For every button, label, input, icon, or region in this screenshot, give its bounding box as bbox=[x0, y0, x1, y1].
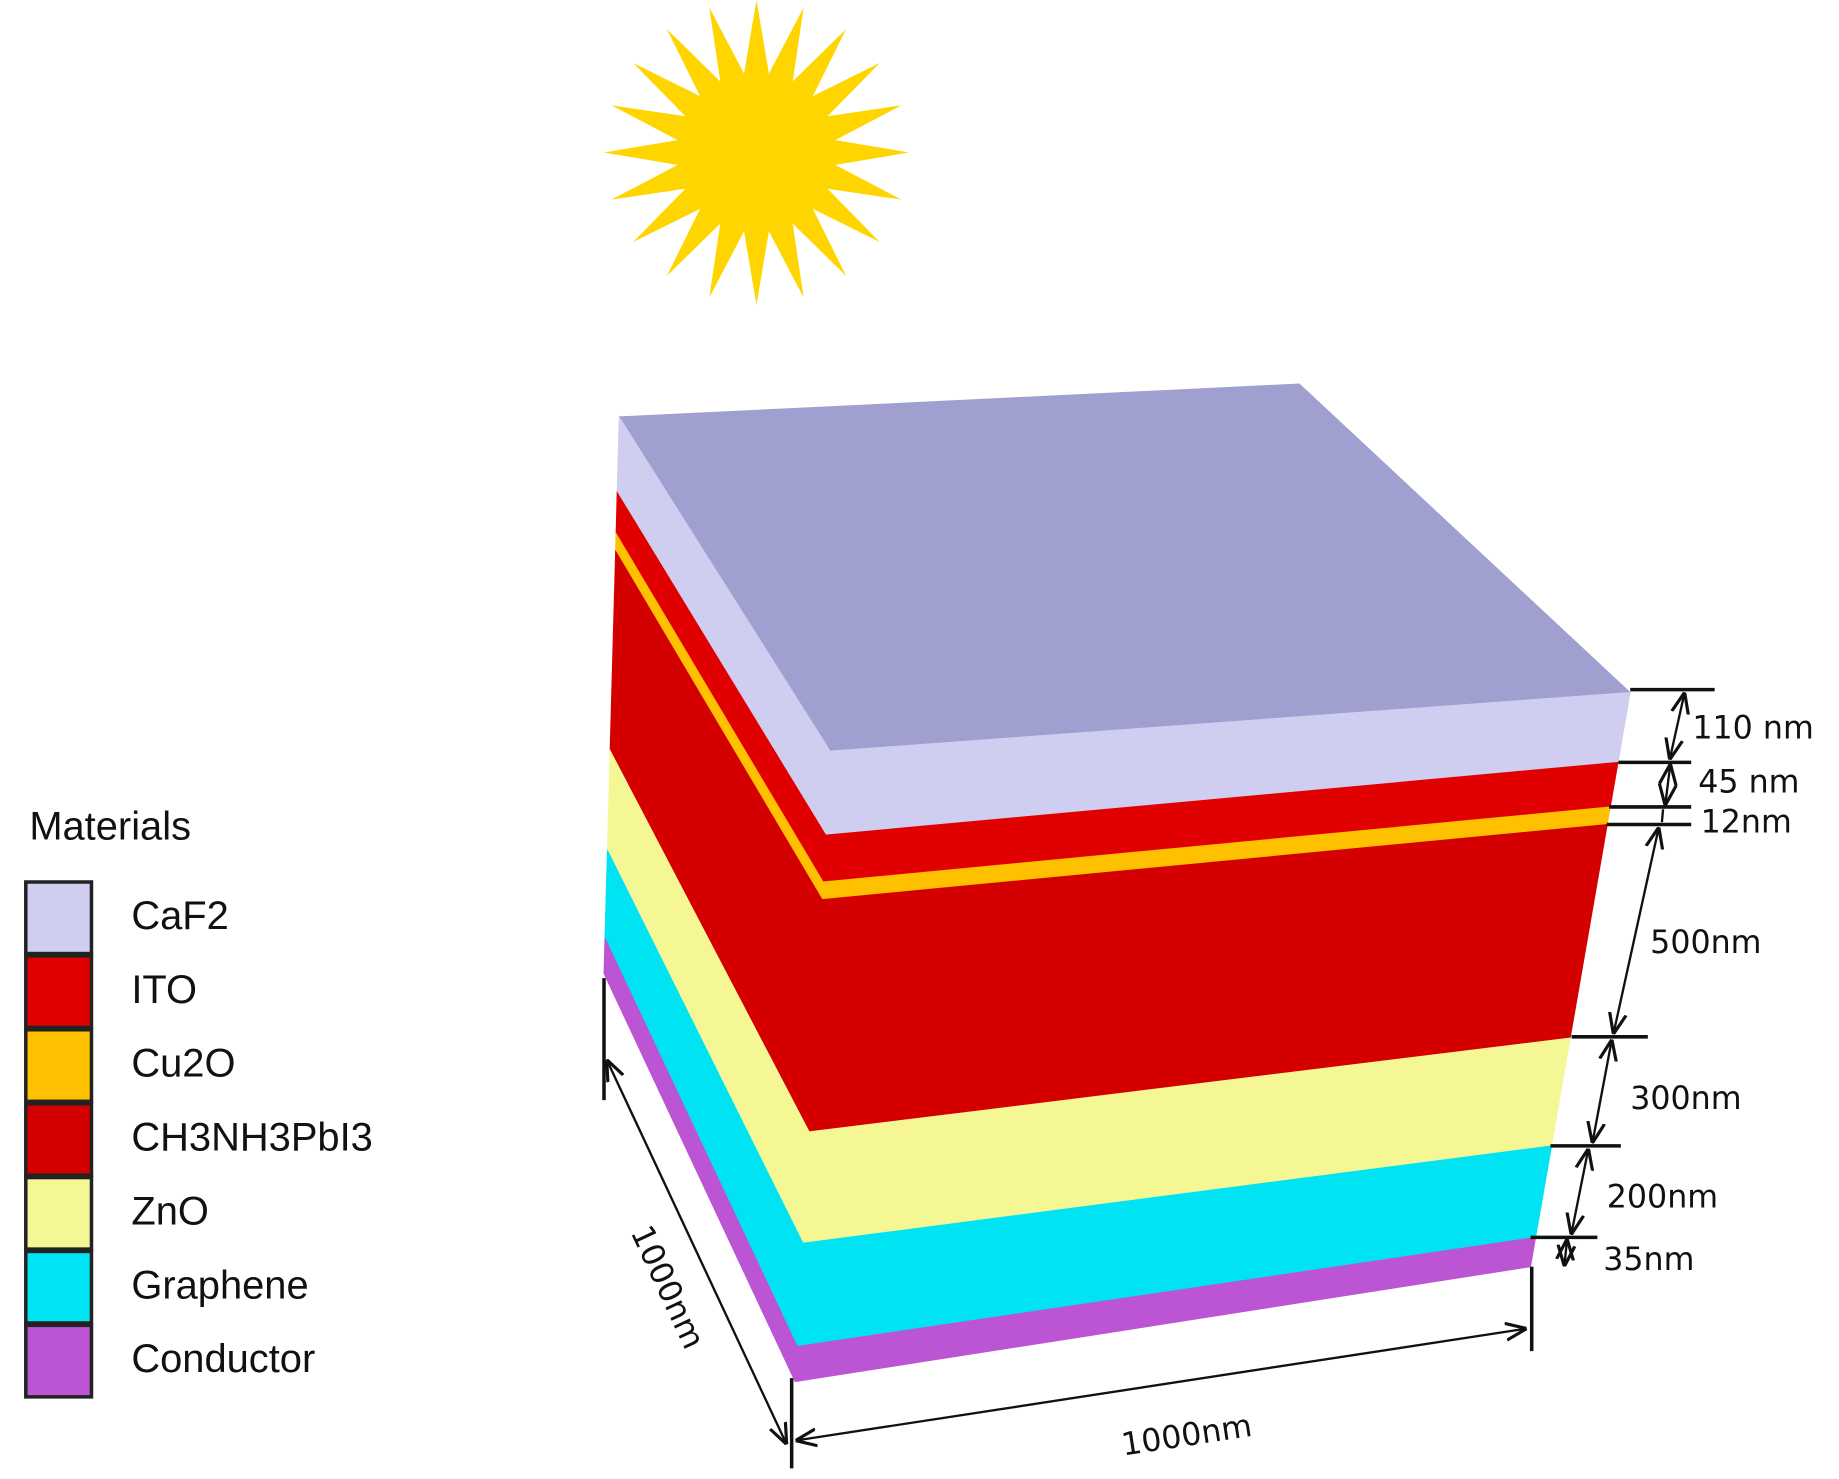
legend-label: Graphene bbox=[131, 1263, 308, 1307]
arrow bbox=[1660, 809, 1665, 823]
legend-label: ITO bbox=[131, 968, 197, 1012]
legend-swatch bbox=[24, 1249, 94, 1325]
top-face bbox=[619, 383, 1631, 751]
thickness-label: 12nm bbox=[1701, 804, 1792, 840]
legend-title: Materials bbox=[29, 805, 191, 849]
legend-swatch bbox=[24, 1101, 94, 1177]
layer-stack bbox=[603, 383, 1631, 1383]
legend-swatch bbox=[24, 1175, 94, 1251]
legend-label: Cu2O bbox=[131, 1042, 235, 1086]
legend-label: Conductor bbox=[131, 1337, 315, 1381]
legend-swatch bbox=[24, 954, 94, 1030]
legend-swatch bbox=[24, 1323, 94, 1399]
sun bbox=[604, 0, 909, 305]
legend-label: ZnO bbox=[131, 1189, 209, 1233]
thickness-label: 300nm bbox=[1630, 1081, 1741, 1117]
arrow bbox=[798, 1329, 1525, 1440]
sun-star bbox=[604, 0, 909, 305]
arrow bbox=[1593, 1042, 1612, 1142]
legend-label: CaF2 bbox=[131, 894, 228, 938]
thickness-label: 500nm bbox=[1650, 925, 1761, 961]
width-label: 1000nm bbox=[1119, 1408, 1254, 1463]
dimensions: 110 nm 45 nm 12nm 500nm 300nm 200nm 35nm… bbox=[602, 687, 1814, 1469]
arrow bbox=[1565, 1241, 1567, 1264]
arrow bbox=[1614, 829, 1659, 1032]
legend-swatch bbox=[24, 1028, 94, 1104]
arrow bbox=[1665, 766, 1670, 804]
legend-swatch bbox=[24, 880, 94, 956]
legend: Materials CaF2 ITO Cu2O CH3NH3PbI3 ZnO Graphe… bbox=[24, 805, 373, 1399]
arrow bbox=[1572, 1151, 1588, 1233]
thickness-label: 45 nm bbox=[1698, 764, 1799, 800]
arrow bbox=[608, 1061, 786, 1442]
depth-label: 1000nm bbox=[623, 1220, 711, 1354]
arrow bbox=[1670, 694, 1684, 757]
thickness-label: 35nm bbox=[1603, 1242, 1694, 1278]
thickness-label: 200nm bbox=[1607, 1180, 1718, 1216]
legend-label: CH3NH3PbI3 bbox=[131, 1116, 372, 1160]
thickness-label: 110 nm bbox=[1692, 711, 1813, 747]
